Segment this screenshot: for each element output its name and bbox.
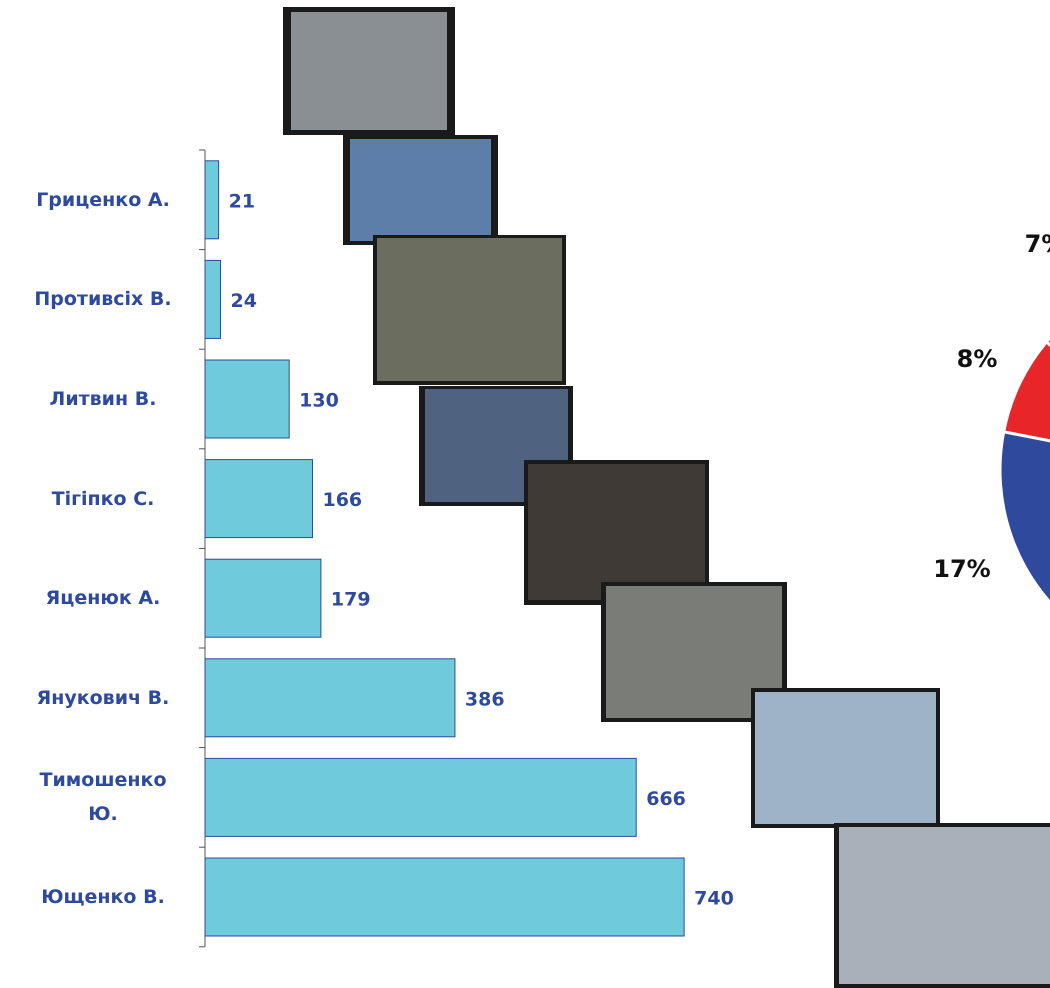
photo-content: [350, 139, 491, 241]
category-label: Янукович В.: [36, 686, 170, 709]
bar: [204, 658, 456, 738]
category-label: Тимошенко Ю.: [39, 769, 167, 826]
pie-label: 8%: [957, 345, 998, 373]
photo-content: [291, 12, 447, 130]
value-label: 130: [299, 390, 339, 412]
value-label: 666: [646, 788, 686, 810]
value-label: 21: [229, 190, 255, 212]
bar: [204, 359, 290, 439]
pie-label: 17%: [933, 555, 990, 583]
pie-slice: [998, 430, 1050, 605]
category-label: Гриценко А.: [36, 188, 170, 211]
pie-label: 7%: [1025, 230, 1050, 258]
value-label: 179: [331, 589, 371, 611]
photos: [283, 7, 1050, 988]
value-label: 740: [694, 888, 734, 910]
category-label: Ющенко В.: [41, 886, 165, 908]
bar: [204, 757, 637, 837]
category-label: Яценюк А.: [45, 587, 161, 610]
photo-content: [839, 827, 1050, 984]
bar: [204, 558, 322, 638]
category-label: Противсіх В.: [34, 288, 172, 311]
bar: [204, 459, 313, 539]
bar: [204, 259, 222, 339]
value-label: 166: [322, 489, 362, 511]
photo-content: [755, 692, 936, 824]
value-label: 24: [231, 290, 257, 312]
bar: [204, 160, 220, 240]
photo-content: [528, 464, 705, 600]
bar: [204, 857, 685, 937]
value-label: 386: [465, 688, 505, 710]
category-label: Тігіпко С.: [51, 487, 155, 510]
category-label: Литвин В.: [49, 388, 157, 410]
photo-content: [377, 238, 562, 381]
pie-slice: [1001, 339, 1050, 443]
